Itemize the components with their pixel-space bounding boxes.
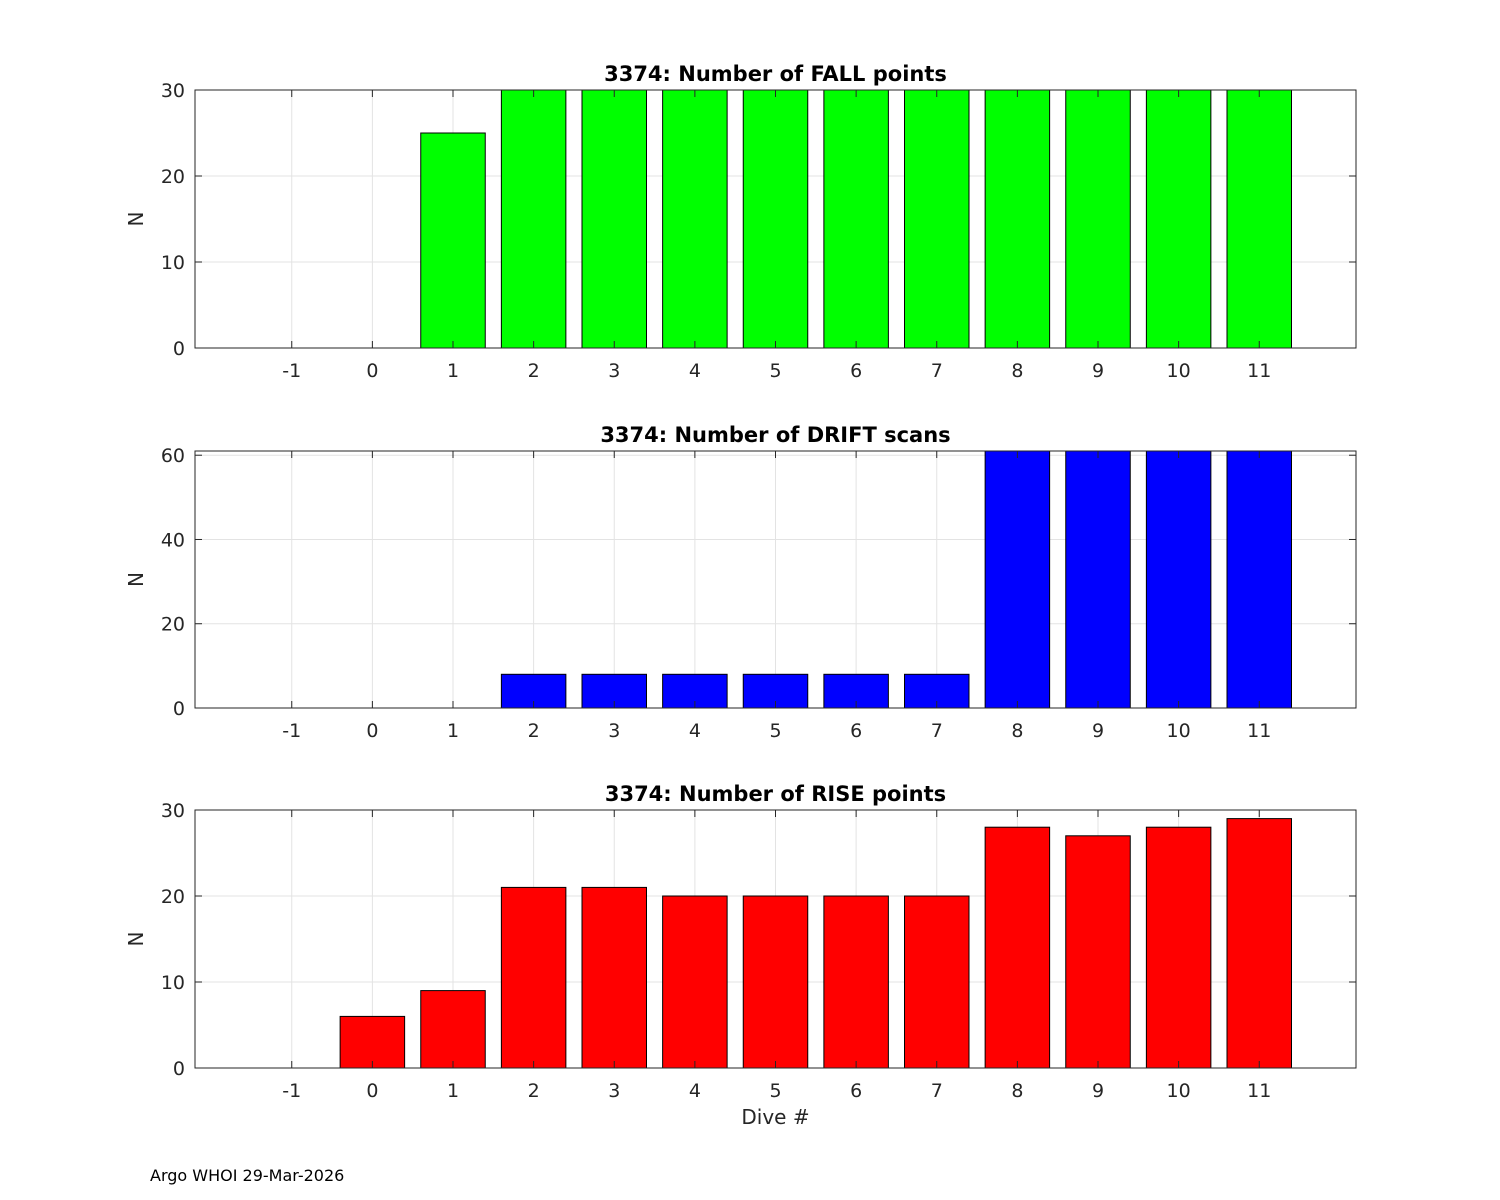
drift-scans-panel: -1 0 1 2 3 4 5 6 7 8 9 10 11 0 20 40 60 3374: Number of D… <box>124 423 1357 742</box>
y-tick-label: 0 <box>173 698 185 720</box>
bar <box>662 89 728 349</box>
y-tick-label: 40 <box>161 529 185 551</box>
bar <box>500 89 567 349</box>
x-tick-label: 2 <box>528 720 540 742</box>
bar <box>1065 89 1131 349</box>
bar <box>420 132 486 349</box>
x-tick-label: 1 <box>447 1080 459 1102</box>
x-tick-label: 11 <box>1247 1080 1271 1102</box>
x-tick-label: 10 <box>1167 720 1191 742</box>
x-tick-label: 8 <box>1011 720 1023 742</box>
y-tick-label: 60 <box>161 445 185 467</box>
bar <box>581 89 647 349</box>
bar <box>823 895 889 1069</box>
bar <box>581 886 647 1069</box>
x-tick-label: 9 <box>1092 360 1104 382</box>
bar <box>1226 89 1292 349</box>
x-tick-label: 9 <box>1092 1080 1104 1102</box>
y-axis-label: N <box>124 932 148 947</box>
x-tick-label: 0 <box>366 360 378 382</box>
bar <box>1145 826 1212 1069</box>
y-tick-label: 20 <box>161 166 185 188</box>
bar <box>1145 89 1212 349</box>
y-tick-label: 20 <box>161 614 185 636</box>
y-tick-label: 30 <box>161 800 185 822</box>
x-tick-label: 2 <box>528 360 540 382</box>
x-tick-label: 4 <box>689 360 701 382</box>
x-tick-label: 0 <box>366 720 378 742</box>
bar <box>984 450 1051 709</box>
y-tick-label: 10 <box>161 252 185 274</box>
x-tick-label: 4 <box>689 720 701 742</box>
x-tick-label: -1 <box>282 720 301 742</box>
x-axis-label: Dive # <box>741 1105 809 1129</box>
fall-points-panel: -1 0 1 2 3 4 5 6 7 8 9 10 11 0 10 20 30 3374: Number of F… <box>124 62 1357 382</box>
x-tick-label: 5 <box>769 1080 781 1102</box>
bar <box>662 895 728 1069</box>
x-tick-label: 8 <box>1011 1080 1023 1102</box>
chart-title: 3374: Number of RISE points <box>605 782 946 806</box>
y-axis-label: N <box>124 572 148 587</box>
bar <box>339 1015 406 1069</box>
rise-points-panel: -1 0 1 2 3 4 5 6 7 8 9 10 11 0 10 20 30 3374: Number of R… <box>124 782 1357 1129</box>
bar <box>1145 450 1212 709</box>
bar <box>904 895 970 1069</box>
x-tick-label: 10 <box>1167 360 1191 382</box>
bar <box>1065 835 1131 1069</box>
footer-credit: Argo WHOI 29-Mar-2026 <box>150 1166 345 1185</box>
x-tick-label: 9 <box>1092 720 1104 742</box>
bar <box>984 89 1051 349</box>
chart-title: 3374: Number of DRIFT scans <box>600 423 950 447</box>
x-tick-label: 6 <box>850 360 862 382</box>
y-tick-label: 30 <box>161 80 185 102</box>
bar <box>742 89 809 349</box>
x-tick-label: 3 <box>608 360 620 382</box>
x-tick-label: 1 <box>447 720 459 742</box>
x-tick-label: 8 <box>1011 360 1023 382</box>
bar <box>904 89 970 349</box>
bar <box>823 89 889 349</box>
bar <box>1226 450 1292 709</box>
x-tick-label: 11 <box>1247 720 1271 742</box>
chart-title: 3374: Number of FALL points <box>604 62 947 86</box>
x-tick-label: 7 <box>931 1080 943 1102</box>
x-tick-label: 0 <box>366 1080 378 1102</box>
x-tick-label: 1 <box>447 360 459 382</box>
x-tick-label: 2 <box>528 1080 540 1102</box>
bar <box>742 895 809 1069</box>
x-tick-label: 10 <box>1167 1080 1191 1102</box>
y-tick-label: 20 <box>161 886 185 908</box>
y-tick-label: 10 <box>161 972 185 994</box>
x-tick-label: 5 <box>769 360 781 382</box>
y-tick-label: 0 <box>173 338 185 360</box>
x-tick-label: 7 <box>931 360 943 382</box>
y-tick-label: 0 <box>173 1058 185 1080</box>
bar <box>420 990 486 1069</box>
bar <box>984 826 1051 1069</box>
x-tick-label: 4 <box>689 1080 701 1102</box>
x-tick-label: 6 <box>850 1080 862 1102</box>
bar <box>1226 818 1292 1069</box>
x-tick-label: -1 <box>282 360 301 382</box>
x-tick-label: 6 <box>850 720 862 742</box>
x-tick-label: 7 <box>931 720 943 742</box>
y-axis-label: N <box>124 212 148 227</box>
x-tick-label: 5 <box>769 720 781 742</box>
x-tick-label: 3 <box>608 1080 620 1102</box>
x-tick-label: -1 <box>282 1080 301 1102</box>
bar <box>500 886 567 1069</box>
x-tick-label: 3 <box>608 720 620 742</box>
x-tick-label: 11 <box>1247 360 1271 382</box>
bar <box>1065 450 1131 709</box>
